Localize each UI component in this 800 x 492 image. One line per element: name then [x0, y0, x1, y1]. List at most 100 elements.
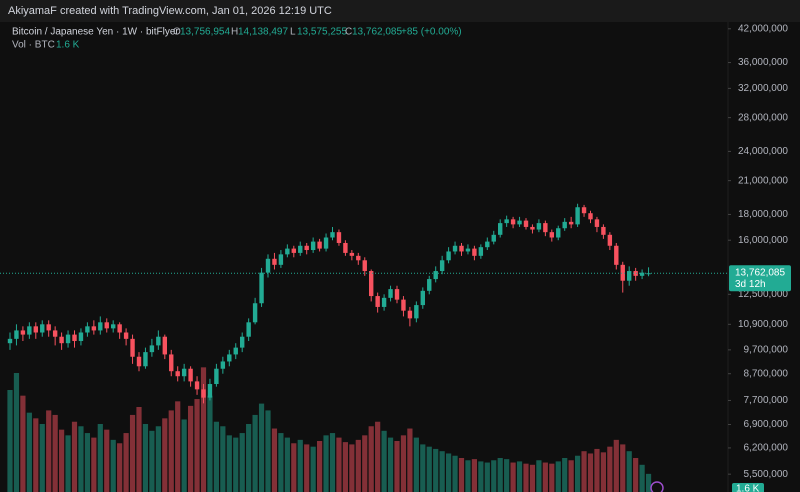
volume-bar [278, 433, 284, 492]
volume-bar [549, 463, 555, 492]
volume-bar [181, 419, 187, 492]
candle-body [85, 326, 90, 333]
volume-bar [52, 414, 58, 492]
candle-body [33, 326, 38, 333]
candle-body [401, 299, 406, 311]
candle-body [601, 226, 606, 235]
volume-bar [426, 446, 432, 492]
candle-body [252, 303, 258, 323]
volume-bar [594, 448, 600, 492]
volume-bar [84, 433, 90, 492]
volume-bar [336, 437, 342, 492]
candle-body [407, 310, 413, 319]
candle-body [530, 226, 535, 230]
volume-bar [304, 444, 310, 492]
last-price-label: 13,762,085 [735, 267, 785, 278]
volume-bar [20, 395, 26, 492]
candle-body [169, 354, 174, 372]
volume-tag [732, 483, 764, 492]
volume-bar [123, 433, 129, 492]
volume-bar [310, 446, 316, 492]
volume-bar [226, 435, 232, 492]
candle-body [162, 336, 167, 355]
candle-body [414, 305, 419, 319]
volume-bar [213, 421, 219, 492]
volume-bar [387, 437, 394, 492]
candle-body [40, 324, 45, 333]
candle-body [427, 279, 432, 291]
candle-body [627, 271, 632, 281]
candle-body [298, 245, 303, 253]
volume-tag-label: 1.6 K [736, 484, 760, 492]
volume-bar [104, 429, 110, 492]
candle-body [240, 336, 245, 348]
candle-body [491, 234, 496, 242]
volume-bar [258, 403, 265, 492]
volume-bar [587, 453, 594, 492]
volume-value: 1.6 K [56, 40, 80, 51]
candle-body [304, 245, 309, 251]
y-tick-label: 16,000,000 [738, 235, 788, 246]
volume-bar [458, 458, 465, 492]
volume-bar [407, 428, 413, 492]
candle-body [27, 326, 32, 335]
candle-body [291, 248, 296, 253]
candle-body [607, 234, 613, 246]
candle-body [227, 354, 232, 362]
candle-body [369, 271, 374, 297]
candle-body [465, 248, 471, 252]
volume-bar [581, 451, 587, 492]
volume-bar [575, 455, 581, 492]
ohlc-key: C [345, 27, 352, 38]
volume-bar [645, 473, 652, 492]
volume-bar [452, 455, 458, 492]
candle-body [485, 241, 490, 248]
candle-body [452, 245, 458, 252]
volume-bar [555, 461, 561, 492]
volume-bar [200, 367, 207, 492]
y-axis: 42,000,000 36,000,000 32,000,000 28,000,000… [728, 23, 788, 480]
candle-body [549, 232, 554, 238]
candle-body [72, 334, 77, 342]
volume-bar [478, 461, 484, 492]
volume-bar [504, 459, 510, 492]
volume-bar [71, 421, 78, 492]
volume-bar [220, 426, 226, 492]
candle-body [336, 232, 342, 243]
candle-body [104, 322, 109, 329]
candle-body [259, 272, 264, 304]
candle-body [349, 252, 355, 256]
volume-bar [562, 458, 568, 492]
volume-bar [291, 443, 297, 492]
volume-bar [471, 459, 477, 492]
volume-bar [136, 407, 142, 492]
volume-bar [413, 437, 419, 492]
volume-bar [362, 435, 368, 492]
candle-body [323, 237, 329, 249]
candle-body [510, 219, 516, 225]
candle-body [459, 245, 464, 252]
volume-bar [446, 453, 452, 492]
volume-bar [284, 437, 290, 492]
candle-body [91, 326, 97, 331]
candle-body [181, 368, 187, 377]
volume-bar [33, 418, 39, 492]
ohlc-key: O [173, 27, 181, 38]
candle-body [194, 381, 200, 390]
volume-bar [78, 426, 84, 492]
candle-body [149, 345, 155, 353]
candle-body [594, 219, 600, 227]
volume-bar [252, 414, 258, 492]
y-tick-label: 12,500,000 [738, 289, 788, 300]
change: +85 (+0.00%) [401, 27, 462, 38]
candle-body [265, 258, 271, 273]
symbol: Bitcoin / Japanese Yen · 1W · bitFlyer [12, 27, 179, 38]
candle-body [568, 221, 574, 225]
volume-bar [233, 437, 239, 492]
volume-bar [97, 424, 103, 492]
volume-bar [375, 421, 381, 492]
candle-body [207, 384, 213, 398]
volume-bar [297, 439, 303, 492]
volume-bar [465, 460, 471, 492]
